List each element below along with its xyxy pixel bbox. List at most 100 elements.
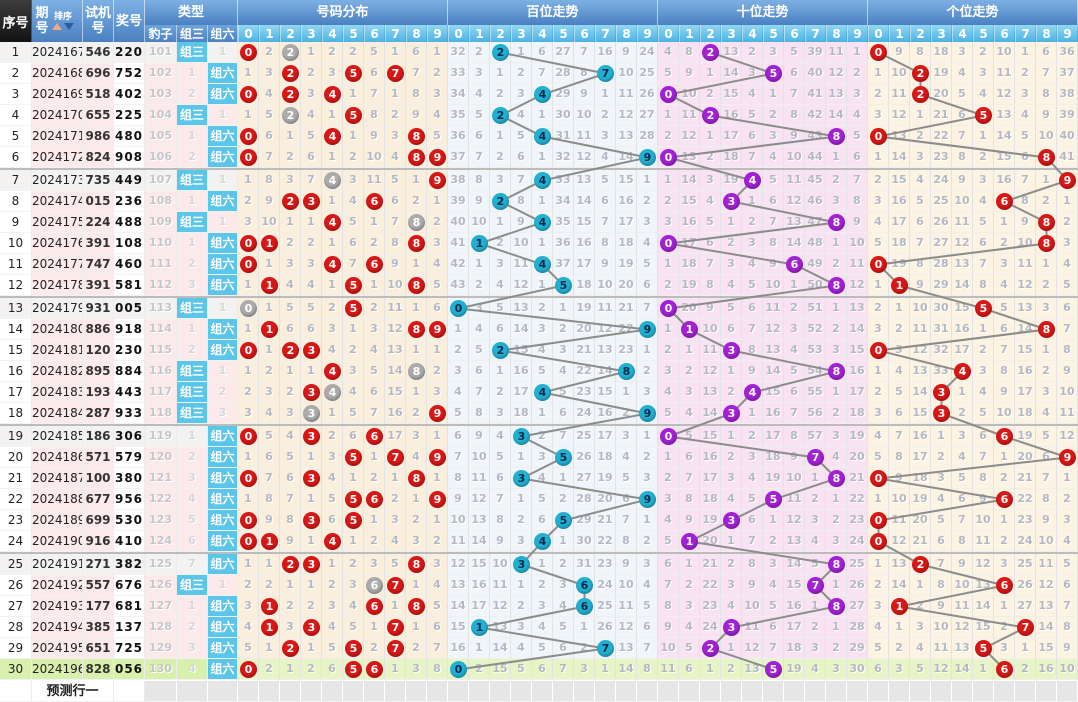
miss-cell: 2 bbox=[490, 233, 511, 254]
cell-prize: 530 bbox=[114, 510, 145, 531]
cell-period: 2024185 bbox=[32, 426, 83, 447]
miss-cell: 1 bbox=[427, 340, 448, 361]
miss-cell: 3 bbox=[238, 212, 259, 233]
miss-cell: 12 bbox=[1057, 426, 1078, 447]
miss-cell: 1 bbox=[511, 42, 532, 63]
miss-cell: 6 bbox=[343, 426, 364, 447]
prediction-empty-cell bbox=[145, 681, 177, 702]
miss-cell: 13 bbox=[889, 126, 910, 147]
cell-prize: 402 bbox=[114, 84, 145, 105]
miss-cell: 2 bbox=[532, 298, 553, 319]
miss-cell: 4 bbox=[427, 105, 448, 126]
sort-control[interactable]: 排序 bbox=[52, 12, 74, 30]
miss-cell: 7 bbox=[1036, 63, 1057, 84]
miss-cell: 8 bbox=[847, 191, 868, 212]
miss-cell: 7 bbox=[553, 426, 574, 447]
miss-cell: 3 bbox=[406, 659, 427, 680]
miss-cell: 2 bbox=[994, 531, 1015, 552]
miss-cell: 6 bbox=[952, 105, 973, 126]
miss-cell: 28 bbox=[637, 126, 658, 147]
miss-cell: 7 bbox=[259, 468, 280, 489]
miss-cell: 6 bbox=[490, 468, 511, 489]
miss-cell: 5 bbox=[469, 340, 490, 361]
digit-header-cell: 8 bbox=[616, 25, 637, 42]
miss-cell: 10 bbox=[994, 403, 1015, 424]
cell-period: 2024191 bbox=[32, 554, 83, 575]
miss-cell bbox=[805, 447, 826, 468]
miss-cell bbox=[490, 42, 511, 63]
miss-cell bbox=[700, 105, 721, 126]
miss-cell: 16 bbox=[910, 426, 931, 447]
cell-period: 2024196 bbox=[32, 659, 83, 680]
miss-cell: 11 bbox=[994, 63, 1015, 84]
miss-cell: 9 bbox=[259, 191, 280, 212]
miss-cell: 12 bbox=[784, 191, 805, 212]
miss-cell: 1 bbox=[889, 617, 910, 638]
miss-cell: 11 bbox=[784, 489, 805, 510]
miss-cell: 4 bbox=[280, 275, 301, 296]
miss-cell: 9 bbox=[952, 170, 973, 191]
miss-cell: 4 bbox=[1015, 105, 1036, 126]
cell-leopard: 127 bbox=[145, 596, 177, 617]
miss-cell: 19 bbox=[784, 659, 805, 680]
miss-cell bbox=[322, 382, 343, 403]
miss-cell: 1 bbox=[742, 191, 763, 212]
miss-cell: 20 bbox=[595, 489, 616, 510]
miss-cell: 19 bbox=[1015, 426, 1036, 447]
sort-asc-icon[interactable] bbox=[52, 23, 62, 30]
miss-cell bbox=[826, 126, 847, 147]
miss-cell: 7 bbox=[763, 212, 784, 233]
cell-zu6: 组六 bbox=[208, 254, 238, 275]
miss-cell: 6 bbox=[301, 147, 322, 168]
miss-cell: 2 bbox=[868, 575, 889, 596]
miss-cell: 3 bbox=[511, 617, 532, 638]
miss-cell: 1 bbox=[280, 126, 301, 147]
cell-zu6: 组六 bbox=[208, 319, 238, 340]
sort-desc-icon[interactable] bbox=[64, 23, 74, 30]
miss-cell bbox=[973, 638, 994, 659]
cell-leopard: 121 bbox=[145, 468, 177, 489]
cell-leopard: 106 bbox=[145, 147, 177, 168]
cell-leopard: 105 bbox=[145, 126, 177, 147]
header-section-tens: 十位走势 bbox=[658, 0, 868, 25]
cell-test: 287 bbox=[83, 403, 114, 424]
miss-cell: 1 bbox=[364, 275, 385, 296]
miss-cell: 1 bbox=[1036, 254, 1057, 275]
miss-cell bbox=[406, 319, 427, 340]
miss-cell: 8 bbox=[406, 84, 427, 105]
miss-cell: 4 bbox=[301, 275, 322, 296]
miss-cell: 1 bbox=[238, 554, 259, 575]
miss-cell: 15 bbox=[616, 170, 637, 191]
cell-test: 193 bbox=[83, 382, 114, 403]
miss-cell: 1 bbox=[826, 575, 847, 596]
miss-cell: 7 bbox=[973, 447, 994, 468]
miss-cell: 2 bbox=[301, 233, 322, 254]
miss-cell: 10 bbox=[490, 554, 511, 575]
miss-cell: 5 bbox=[385, 170, 406, 191]
miss-cell: 26 bbox=[595, 617, 616, 638]
miss-cell bbox=[301, 468, 322, 489]
miss-cell: 5 bbox=[910, 191, 931, 212]
miss-cell: 5 bbox=[238, 638, 259, 659]
miss-cell bbox=[322, 212, 343, 233]
miss-cell: 2 bbox=[322, 42, 343, 63]
miss-cell bbox=[721, 340, 742, 361]
miss-cell: 41 bbox=[805, 84, 826, 105]
cell-leopard: 103 bbox=[145, 84, 177, 105]
miss-cell: 4 bbox=[427, 575, 448, 596]
miss-cell: 3 bbox=[490, 170, 511, 191]
miss-cell: 2 bbox=[511, 510, 532, 531]
cell-test: 986 bbox=[83, 126, 114, 147]
cell-leopard: 102 bbox=[145, 63, 177, 84]
miss-cell: 29 bbox=[574, 510, 595, 531]
miss-cell: 5 bbox=[973, 212, 994, 233]
miss-cell: 3 bbox=[280, 254, 301, 275]
miss-cell: 14 bbox=[700, 403, 721, 424]
miss-cell: 41 bbox=[448, 233, 469, 254]
miss-cell: 17 bbox=[1015, 382, 1036, 403]
miss-cell: 7 bbox=[385, 212, 406, 233]
miss-cell bbox=[238, 254, 259, 275]
miss-cell: 7 bbox=[994, 340, 1015, 361]
digit-header-cell: 5 bbox=[763, 25, 784, 42]
cell-test: 747 bbox=[83, 254, 114, 275]
